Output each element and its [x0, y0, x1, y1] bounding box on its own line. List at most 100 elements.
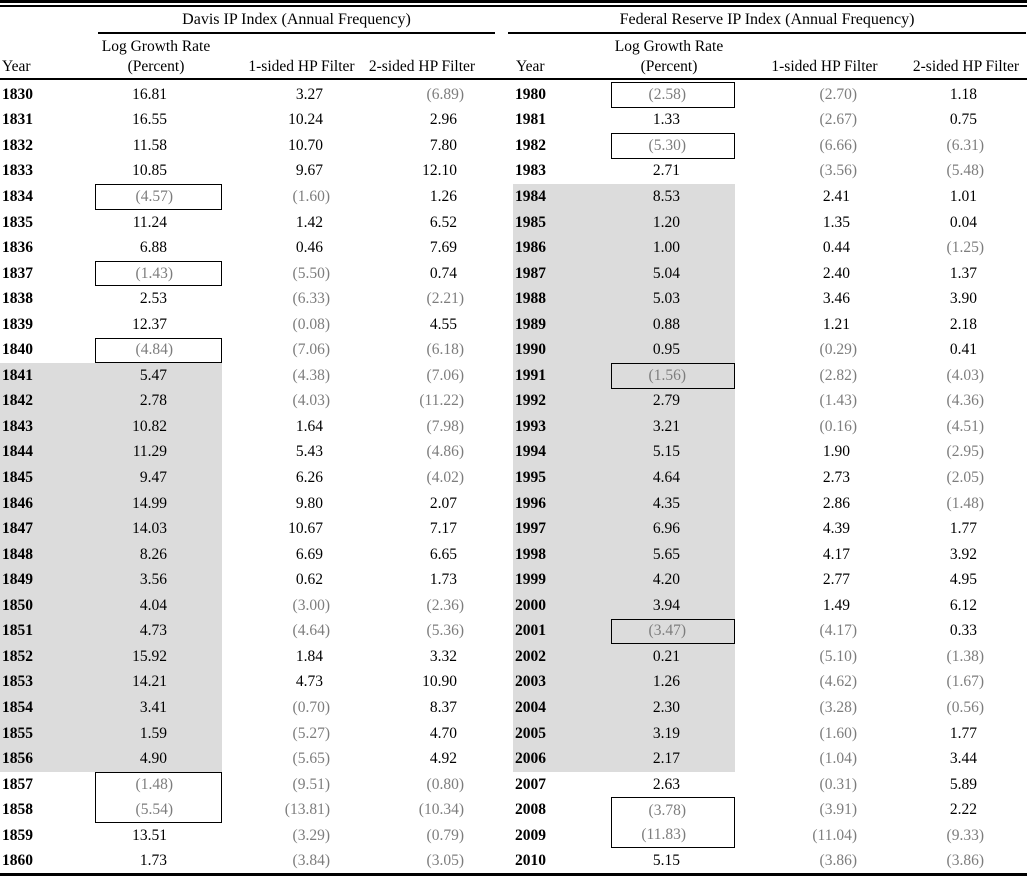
growth-cell: 3.94 — [575, 593, 763, 619]
year-cell: 1850 — [2, 596, 33, 614]
boxed-growth-value: (5.54) — [95, 797, 222, 823]
hp2-cell: (7.06) — [426, 366, 464, 384]
hp2-cell: (4.02) — [426, 469, 464, 487]
hp2-cell: 8.37 — [429, 698, 457, 716]
hp1-cell: 2.40 — [822, 264, 850, 282]
growth-value: 5.03 — [652, 290, 680, 308]
growth-cell: 1.20 — [575, 210, 763, 236]
table-row: 1834 (4.57) (1.60) 1.26 — [0, 184, 513, 210]
growth-cell: (4.84) — [62, 337, 250, 364]
hp1-cell: (0.29) — [819, 341, 857, 359]
growth-cell: 0.21 — [575, 644, 763, 670]
hp2-cell: 12.10 — [422, 162, 457, 180]
table-row: 1998 5.65 4.17 3.92 — [513, 542, 1027, 568]
hp2-cell: 4.95 — [949, 571, 977, 589]
hp1-cell: (0.16) — [819, 417, 857, 435]
growth-cell: 10.85 — [62, 159, 250, 185]
right-growth-header-line2: (Percent) — [640, 58, 698, 75]
table-row: 1846 14.99 9.80 2.07 — [0, 491, 513, 517]
table-row: 1839 12.37 (0.08) 4.55 — [0, 312, 513, 338]
growth-cell: (2.58) — [575, 82, 763, 108]
hp1-cell: 0.46 — [295, 239, 323, 257]
table-row: 1856 4.90 (5.65) 4.92 — [0, 746, 513, 772]
hp2-cell: 2.18 — [949, 315, 977, 333]
year-cell: 2003 — [515, 673, 546, 691]
growth-cell: 10.82 — [62, 414, 250, 440]
growth-value: 8.26 — [139, 545, 167, 563]
hp1-cell: (5.27) — [292, 724, 330, 742]
hp1-cell: (0.70) — [292, 698, 330, 716]
growth-cell: 2.30 — [575, 695, 763, 721]
table-row: 1859 13.51 (3.29) (0.79) — [0, 823, 513, 849]
hp2-cell: 5.89 — [949, 775, 977, 793]
year-cell: 1837 — [2, 264, 33, 282]
table-row: 2009 (11.83) (11.04) (9.33) — [513, 822, 1027, 849]
table-row: 2010 5.15 (3.86) (3.86) — [513, 849, 1027, 875]
hp2-cell: 7.69 — [429, 239, 457, 257]
year-cell: 1857 — [2, 775, 33, 793]
year-cell: 1844 — [2, 443, 33, 461]
hp1-cell: (6.33) — [292, 290, 330, 308]
year-cell: 2000 — [515, 596, 546, 614]
boxed-growth-value: (2.58) — [611, 82, 735, 108]
growth-cell: 5.03 — [575, 286, 763, 312]
growth-cell: 8.53 — [575, 184, 763, 210]
hp1-cell: (0.31) — [819, 775, 857, 793]
year-cell: 1981 — [515, 111, 546, 129]
year-cell: 1854 — [2, 698, 33, 716]
growth-value: 1.20 — [652, 213, 680, 231]
growth-value: 11.29 — [132, 443, 167, 461]
growth-value: 0.21 — [652, 647, 680, 665]
year-cell: 2001 — [515, 622, 546, 640]
growth-cell: 3.19 — [575, 721, 763, 747]
year-cell: 1998 — [515, 545, 546, 563]
year-cell: 2006 — [515, 750, 546, 768]
growth-cell: 2.17 — [575, 746, 763, 772]
growth-value: 14.99 — [132, 494, 167, 512]
hp1-cell: 4.17 — [822, 545, 850, 563]
year-cell: 1993 — [515, 417, 546, 435]
growth-value: 8.53 — [652, 187, 680, 205]
growth-cell: 5.65 — [575, 542, 763, 568]
table-row: 1850 4.04 (3.00) (2.36) — [0, 593, 513, 619]
table-row: 1982 (5.30) (6.66) (6.31) — [513, 133, 1027, 159]
hp1-cell: (1.43) — [819, 392, 857, 410]
growth-cell: 3.41 — [62, 695, 250, 721]
table-row: 2008 (3.78) (3.91) 2.22 — [513, 797, 1027, 823]
table-row: 1995 4.64 2.73 (2.05) — [513, 465, 1027, 491]
hp1-cell: 10.67 — [288, 520, 323, 538]
hp2-cell: 7.17 — [429, 520, 457, 538]
hp1-cell: 1.84 — [295, 647, 323, 665]
hp1-cell: (5.65) — [292, 750, 330, 768]
hp2-cell: 4.70 — [429, 724, 457, 742]
growth-value: 11.58 — [132, 136, 167, 154]
growth-cell: 4.90 — [62, 746, 250, 772]
hp1-cell: 4.39 — [822, 520, 850, 538]
growth-cell: 4.20 — [575, 567, 763, 593]
hp2-cell: 3.90 — [949, 290, 977, 308]
hp1-cell: (2.70) — [819, 85, 857, 103]
boxed-growth-value: (5.30) — [611, 133, 735, 159]
growth-value: 5.15 — [652, 852, 680, 870]
year-cell: 2005 — [515, 724, 546, 742]
table-row: 1990 0.95 (0.29) 0.41 — [513, 338, 1027, 364]
hp2-cell: (5.36) — [426, 622, 464, 640]
growth-cell: 11.24 — [62, 210, 250, 236]
table-row: 1999 4.20 2.77 4.95 — [513, 567, 1027, 593]
hp1-cell: (4.38) — [292, 366, 330, 384]
year-cell: 1842 — [2, 392, 33, 410]
hp2-cell: 2.22 — [949, 801, 977, 819]
boxed-growth-value: (3.47) — [611, 618, 735, 645]
top-rule-upper — [0, 0, 1027, 3]
year-cell: 1858 — [2, 801, 33, 819]
table-row: 1983 2.71 (3.56) (5.48) — [513, 159, 1027, 185]
hp1-cell: (1.04) — [819, 750, 857, 768]
hp1-cell: (3.86) — [819, 852, 857, 870]
growth-value: 3.21 — [652, 417, 680, 435]
hp1-cell: (2.67) — [819, 111, 857, 129]
growth-value: 2.17 — [652, 750, 680, 768]
hp1-cell: (7.06) — [292, 341, 330, 359]
table-row: 1854 3.41 (0.70) 8.37 — [0, 695, 513, 721]
year-cell: 1834 — [2, 187, 33, 205]
hp2-cell: (4.51) — [946, 417, 984, 435]
